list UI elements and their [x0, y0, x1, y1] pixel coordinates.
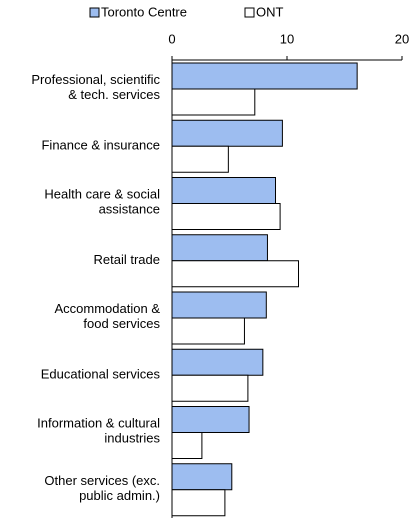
bar: [171, 203, 281, 230]
bar: [171, 145, 229, 173]
bar: [171, 177, 276, 204]
bar: [171, 432, 203, 459]
x-tick-label: 10: [280, 31, 294, 46]
bar: [171, 260, 299, 288]
category-label: Other services (exc. public admin.): [44, 473, 160, 503]
category-label: Finance & insurance: [41, 137, 160, 152]
category-label: Information & cultural industries: [37, 416, 160, 446]
bar: [171, 406, 250, 433]
x-tick-label: 20: [395, 31, 409, 46]
legend-swatch: [244, 7, 255, 18]
bar: [171, 62, 358, 90]
bar: [171, 291, 267, 319]
bar: [171, 348, 264, 376]
legend-label: Toronto Centre: [101, 4, 187, 19]
bar: [171, 88, 256, 116]
bar: [171, 317, 245, 345]
bar: [171, 374, 249, 402]
category-label: Educational services: [41, 366, 161, 381]
category-label: Professional, scientific & tech. services: [31, 73, 160, 103]
category-label: Health care & social assistance: [44, 187, 160, 217]
category-label: Retail trade: [94, 252, 160, 267]
bar: [171, 489, 226, 517]
bar: [171, 463, 233, 491]
legend-label: ONT: [256, 4, 284, 19]
legend-swatch: [89, 7, 100, 18]
category-label: Accommodation & food services: [55, 302, 161, 332]
bar: [171, 119, 283, 147]
x-tick-label: 0: [168, 31, 175, 46]
bar: [171, 234, 268, 262]
